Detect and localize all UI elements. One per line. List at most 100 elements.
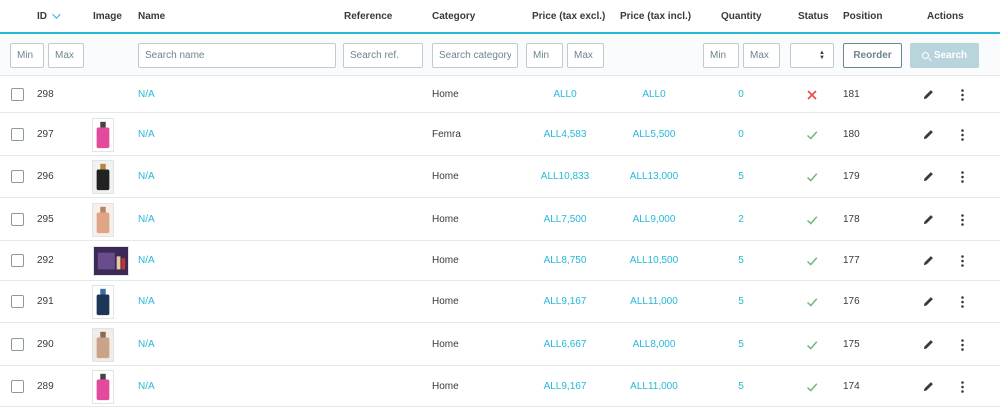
price-excl-link[interactable]: ALL6,667 (543, 338, 587, 350)
quantity-link[interactable]: 5 (738, 171, 744, 182)
product-name-link[interactable]: N/A (138, 128, 155, 140)
edit-pencil-icon[interactable] (923, 89, 934, 100)
price-incl-link[interactable]: ALL0 (642, 88, 666, 100)
price-excl-link[interactable]: ALL9,167 (543, 296, 587, 307)
price-max-input[interactable] (567, 43, 604, 68)
edit-pencil-icon[interactable] (923, 171, 934, 182)
edit-pencil-icon[interactable] (923, 339, 934, 350)
product-name-link[interactable]: N/A (138, 296, 155, 307)
row-checkbox[interactable] (11, 254, 24, 267)
more-actions-icon[interactable] (961, 88, 964, 101)
table-row[interactable]: 297 N/A Femra ALL4,583 ALL5,500 0 180 (0, 113, 1000, 156)
status-enabled-icon[interactable] (806, 339, 818, 351)
price-min-input[interactable] (526, 43, 563, 68)
price-incl-link[interactable]: ALL8,000 (632, 338, 676, 350)
price-excl-link[interactable]: ALL0 (553, 88, 577, 100)
column-header-reference[interactable]: Reference (344, 11, 393, 22)
product-category: Home (432, 255, 459, 266)
product-name-link[interactable]: N/A (138, 213, 155, 225)
row-checkbox[interactable] (11, 379, 24, 393)
status-enabled-icon[interactable] (806, 129, 818, 141)
edit-pencil-icon[interactable] (923, 296, 934, 307)
column-header-name[interactable]: Name (138, 11, 166, 22)
edit-pencil-icon[interactable] (923, 129, 934, 140)
status-select[interactable]: ▲ ▼ (790, 43, 834, 68)
column-header-status[interactable]: Status (798, 11, 829, 22)
quantity-link[interactable]: 5 (738, 255, 744, 266)
column-header-actions: Actions (927, 11, 964, 22)
row-checkbox[interactable] (11, 295, 24, 308)
more-actions-icon[interactable] (961, 338, 964, 351)
select-arrows-icon: ▲ ▼ (819, 50, 825, 61)
reorder-button[interactable]: Reorder (843, 43, 902, 68)
column-header-price-incl[interactable]: Price (tax incl.) (620, 11, 692, 22)
name-search-input[interactable] (138, 43, 336, 68)
product-name-link[interactable]: N/A (138, 338, 155, 350)
table-row[interactable]: 295 N/A Home ALL7,500 ALL9,000 2 178 (0, 198, 1000, 241)
column-header-price-excl[interactable]: Price (tax excl.) (532, 11, 606, 22)
product-name-link[interactable]: N/A (138, 380, 155, 392)
more-actions-icon[interactable] (961, 255, 964, 267)
table-row[interactable]: 291 N/A Home ALL9,167 ALL11,000 5 176 (0, 281, 1000, 323)
price-excl-link[interactable]: ALL8,750 (543, 255, 587, 266)
edit-pencil-icon[interactable] (923, 381, 934, 392)
quantity-link[interactable]: 0 (738, 128, 744, 140)
edit-pencil-icon[interactable] (923, 255, 934, 266)
status-disabled-icon[interactable] (806, 89, 818, 101)
more-actions-icon[interactable] (961, 128, 964, 141)
quantity-link[interactable]: 0 (738, 88, 744, 100)
table-row[interactable]: 289 N/A Home ALL9,167 ALL11,000 5 174 (0, 366, 1000, 407)
more-actions-icon[interactable] (961, 380, 964, 393)
quantity-link[interactable]: 5 (738, 380, 744, 392)
id-min-input[interactable] (10, 43, 44, 68)
quantity-link[interactable]: 2 (738, 213, 744, 225)
price-incl-link[interactable]: ALL9,000 (632, 213, 676, 225)
quantity-max-input[interactable] (743, 43, 780, 68)
status-enabled-icon[interactable] (806, 214, 818, 226)
more-actions-icon[interactable] (961, 171, 964, 183)
search-button[interactable]: Search (910, 43, 979, 68)
table-row[interactable]: 298 N/A Home ALL0 ALL0 0 181 (0, 76, 1000, 113)
table-row[interactable]: 296 N/A Home ALL10,833 ALL13,000 5 179 (0, 156, 1000, 198)
product-name-link[interactable]: N/A (138, 171, 155, 182)
table-row[interactable]: 290 N/A Home ALL6,667 ALL8,000 5 175 (0, 323, 1000, 366)
product-position: 176 (843, 296, 860, 307)
column-header-quantity[interactable]: Quantity (721, 11, 762, 22)
price-incl-link[interactable]: ALL11,000 (630, 296, 678, 307)
status-enabled-icon[interactable] (806, 171, 818, 183)
category-search-input[interactable] (432, 43, 518, 68)
price-incl-link[interactable]: ALL10,500 (629, 255, 679, 266)
more-actions-icon[interactable] (961, 213, 964, 226)
status-enabled-icon[interactable] (806, 255, 818, 267)
column-header-id[interactable]: ID (37, 10, 61, 22)
status-enabled-icon[interactable] (806, 296, 818, 308)
column-header-category[interactable]: Category (432, 11, 476, 22)
price-excl-link[interactable]: ALL7,500 (543, 213, 587, 225)
price-incl-link[interactable]: ALL11,000 (630, 380, 678, 392)
filter-row: ▲▼ Reorder Search (0, 34, 1000, 76)
price-excl-link[interactable]: ALL4,583 (543, 128, 587, 140)
row-checkbox[interactable] (11, 127, 24, 141)
price-excl-link[interactable]: ALL9,167 (543, 380, 587, 392)
sort-desc-icon[interactable] (52, 10, 61, 19)
price-incl-link[interactable]: ALL13,000 (629, 171, 679, 182)
status-enabled-icon[interactable] (806, 381, 818, 393)
product-name-link[interactable]: N/A (138, 255, 155, 266)
edit-pencil-icon[interactable] (923, 214, 934, 225)
quantity-link[interactable]: 5 (738, 296, 744, 307)
table-row[interactable]: 292 N/A Home ALL8,750 ALL10,500 5 177 (0, 241, 1000, 281)
quantity-link[interactable]: 5 (738, 338, 744, 350)
price-incl-link[interactable]: ALL5,500 (632, 128, 676, 140)
product-name-link[interactable]: N/A (138, 88, 155, 100)
price-excl-link[interactable]: ALL10,833 (540, 171, 590, 182)
column-header-position[interactable]: Position (843, 11, 883, 22)
reference-search-input[interactable] (343, 43, 423, 68)
row-checkbox[interactable] (11, 87, 24, 101)
quantity-min-input[interactable] (703, 43, 739, 68)
row-checkbox[interactable] (11, 170, 24, 183)
id-max-input[interactable] (48, 43, 84, 68)
product-category: Femra (432, 128, 461, 140)
row-checkbox[interactable] (11, 337, 24, 351)
row-checkbox[interactable] (11, 212, 24, 226)
more-actions-icon[interactable] (961, 296, 964, 308)
